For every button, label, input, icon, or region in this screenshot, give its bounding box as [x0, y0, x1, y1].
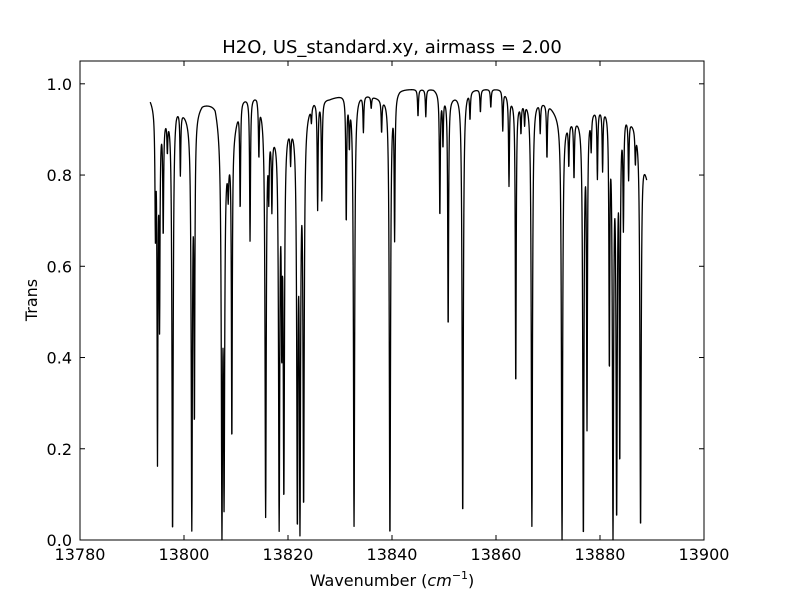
x-tick-label: 13860 — [471, 545, 522, 564]
y-tick-label: 1.0 — [47, 75, 72, 94]
transmission-line — [149, 89, 648, 541]
y-axis-label: Trans — [22, 279, 41, 322]
y-tick-label: 0.2 — [47, 440, 72, 459]
y-tick-label: 0.0 — [47, 531, 72, 550]
x-axis-label: Wavenumber (cm−1) — [310, 569, 475, 590]
x-tick-label: 13880 — [575, 545, 626, 564]
x-axis-unit: cm — [427, 571, 451, 590]
x-tick-label: 13800 — [159, 545, 210, 564]
x-axis-label-text: Wavenumber — [310, 571, 417, 590]
x-tick-label: 13840 — [367, 545, 418, 564]
plot-area: 13780 13800 13820 13840 13860 13880 13900 0.0 0.… — [47, 60, 730, 564]
x-tick-label: 13820 — [263, 545, 314, 564]
y-tick-label: 0.8 — [47, 166, 72, 185]
x-axis-unit-exponent: −1 — [452, 569, 468, 582]
y-tick-label: 0.4 — [47, 349, 72, 368]
chart-title: H2O, US_standard.xy, airmass = 2.00 — [222, 37, 562, 58]
x-tick-label: 13780 — [55, 545, 106, 564]
x-tick-label: 13900 — [679, 545, 730, 564]
y-tick-label: 0.6 — [47, 257, 72, 276]
